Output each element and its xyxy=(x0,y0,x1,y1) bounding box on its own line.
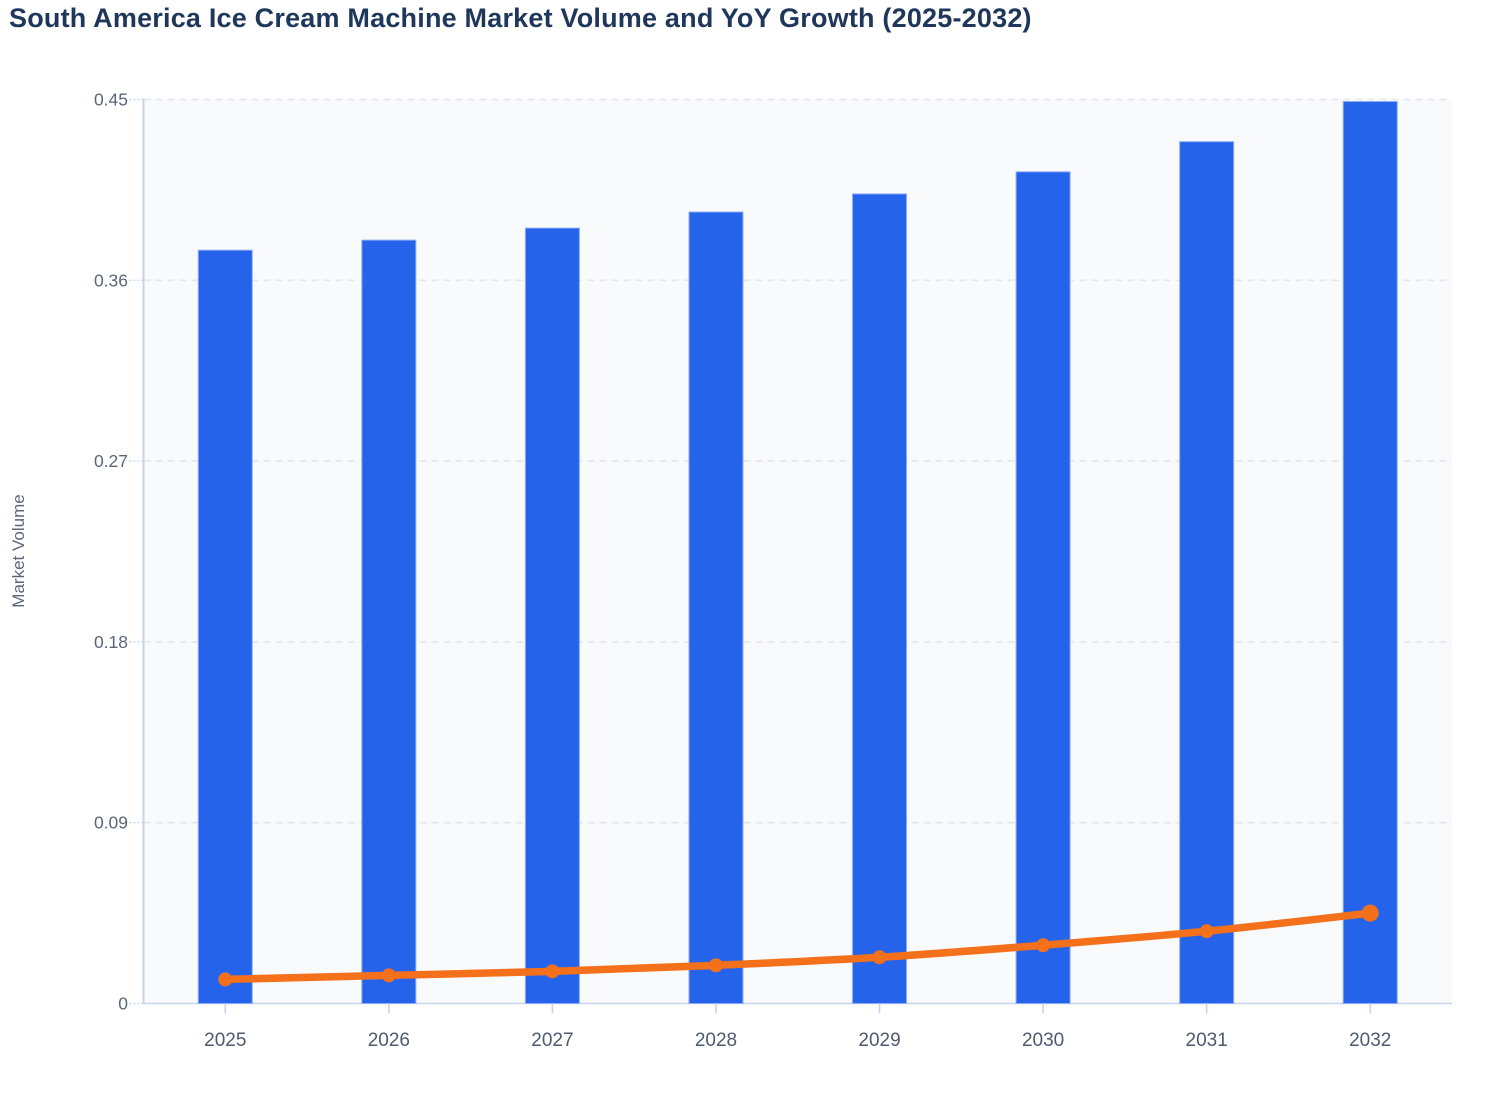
line-point-2027[interactable] xyxy=(545,964,560,979)
chart-title: South America Ice Cream Machine Market V… xyxy=(9,3,1032,33)
line-point-2026[interactable] xyxy=(381,968,396,983)
x-category-label: 2027 xyxy=(531,1030,573,1051)
x-category-label: 2026 xyxy=(368,1030,410,1051)
line-point-2031[interactable] xyxy=(1199,924,1214,939)
bar-2028[interactable] xyxy=(688,211,744,1004)
bar-2030[interactable] xyxy=(1015,171,1071,1004)
line-point-2025[interactable] xyxy=(218,972,233,987)
bar-2025[interactable] xyxy=(197,249,253,1004)
x-category-label: 2029 xyxy=(858,1030,900,1051)
y-tick-label: 0.45 xyxy=(94,90,128,110)
plot-area xyxy=(143,99,1452,1004)
line-point-2032[interactable] xyxy=(1361,904,1379,922)
line-point-2028[interactable] xyxy=(708,958,723,973)
x-category-label: 2028 xyxy=(695,1030,737,1051)
bar-2026[interactable] xyxy=(361,239,417,1005)
x-category-label: 2031 xyxy=(1186,1030,1228,1051)
y-tick-label: 0.27 xyxy=(94,451,128,471)
y-tick-label: 0.36 xyxy=(94,270,128,290)
x-category-label: 2025 xyxy=(204,1030,246,1051)
x-category-label: 2032 xyxy=(1349,1030,1391,1051)
bar-2027[interactable] xyxy=(524,227,580,1004)
yoy-growth-line xyxy=(221,909,1374,984)
y-tick-label: 0.18 xyxy=(94,632,128,652)
bar-2029[interactable] xyxy=(852,193,908,1004)
bar-2031[interactable] xyxy=(1179,141,1235,1005)
line-point-2030[interactable] xyxy=(1036,938,1051,953)
x-category-label: 2030 xyxy=(1022,1030,1064,1051)
y-tick-label: 0.09 xyxy=(94,813,128,833)
y-tick-label: 0 xyxy=(118,994,128,1014)
bar-2032[interactable] xyxy=(1342,101,1398,1004)
line-point-2029[interactable] xyxy=(872,950,887,965)
